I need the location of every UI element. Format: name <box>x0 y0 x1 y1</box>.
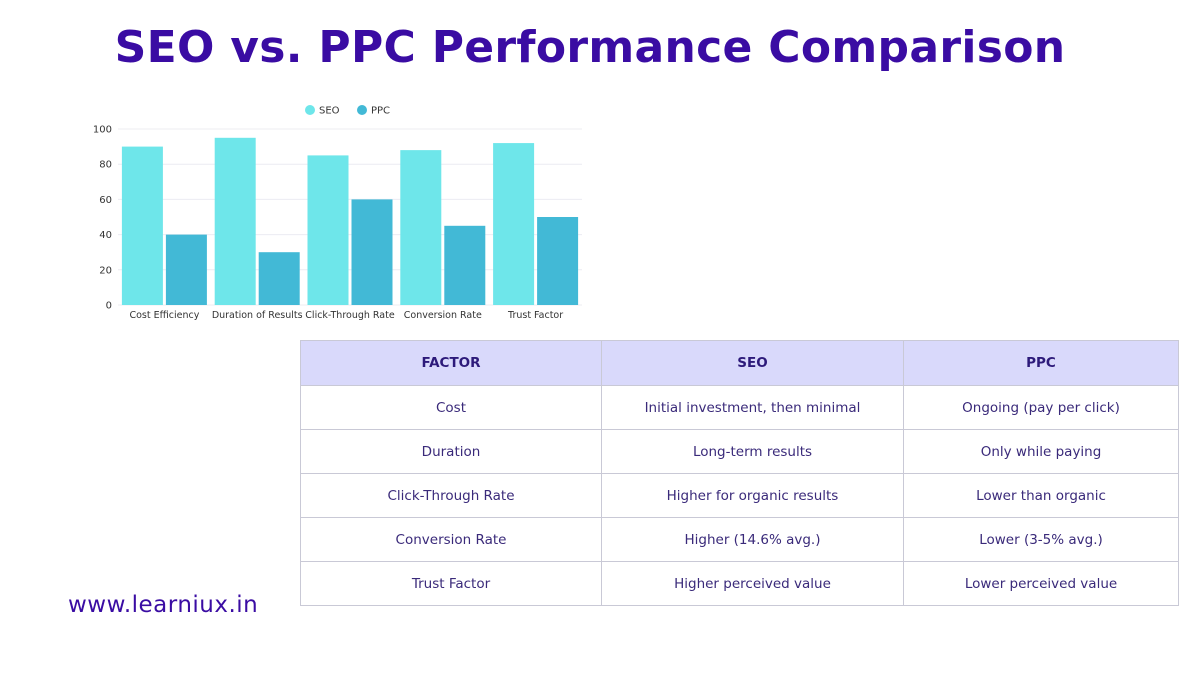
table-cell-seo: Higher for organic results <box>601 473 904 518</box>
bar-seo <box>307 155 349 305</box>
table-row: Trust Factor Higher perceived value Lowe… <box>300 561 1179 606</box>
x-tick-label: Click-Through Rate <box>305 310 395 321</box>
bar-ppc <box>165 234 207 305</box>
bar-seo <box>121 146 163 305</box>
bar-ppc <box>444 225 486 305</box>
table-row: Conversion Rate Higher (14.6% avg.) Lowe… <box>300 517 1179 562</box>
table-row: Click-Through Rate Higher for organic re… <box>300 473 1179 518</box>
bar-ppc <box>258 252 300 305</box>
y-tick-label: 20 <box>99 265 112 276</box>
table-cell-seo: Higher (14.6% avg.) <box>601 517 904 562</box>
y-tick-label: 40 <box>99 230 112 241</box>
legend-label: PPC <box>371 106 390 117</box>
table-cell-seo: Higher perceived value <box>601 561 904 606</box>
table-cell-seo: Long-term results <box>601 429 904 474</box>
bar-seo <box>493 143 535 305</box>
bar-seo <box>400 150 442 305</box>
comparison-table-container: FACTOR SEO PPC Cost Initial investment, … <box>300 340 1179 606</box>
table-cell-ppc: Lower perceived value <box>903 561 1179 606</box>
table-cell-ppc: Only while paying <box>903 429 1179 474</box>
table-cell-ppc: Lower (3-5% avg.) <box>903 517 1179 562</box>
x-tick-label: Trust Factor <box>507 310 563 321</box>
table-cell-seo: Initial investment, then minimal <box>601 385 904 430</box>
y-tick-label: 0 <box>106 301 112 312</box>
legend-swatch <box>357 105 367 115</box>
bar-chart: 0 20 40 60 80 100 Cost Efficiency Duration of R… <box>93 105 582 321</box>
footer-url: www.learniux.in <box>68 592 259 618</box>
table-cell-factor: Click-Through Rate <box>300 473 602 518</box>
bar-ppc <box>351 199 393 305</box>
header-seo: SEO <box>601 340 904 386</box>
table-row: Duration Long-term results Only while pa… <box>300 429 1179 474</box>
table-cell-ppc: Ongoing (pay per click) <box>903 385 1179 430</box>
bar-ppc <box>537 217 579 305</box>
comparison-table: FACTOR SEO PPC Cost Initial investment, … <box>300 340 1179 606</box>
y-tick-label: 60 <box>99 195 112 206</box>
header-ppc: PPC <box>903 340 1179 386</box>
table-cell-factor: Conversion Rate <box>300 517 602 562</box>
table-row: Cost Initial investment, then minimal On… <box>300 385 1179 430</box>
y-tick-label: 80 <box>99 160 112 171</box>
legend-label: SEO <box>319 106 340 117</box>
header-factor: FACTOR <box>300 340 602 386</box>
page-title: SEO vs. PPC Performance Comparison <box>114 22 1066 73</box>
legend-swatch <box>305 105 315 115</box>
table-cell-factor: Duration <box>300 429 602 474</box>
bar-seo <box>214 137 256 305</box>
table-cell-factor: Trust Factor <box>300 561 602 606</box>
x-tick-label: Cost Efficiency <box>129 310 199 321</box>
table-cell-factor: Cost <box>300 385 602 430</box>
x-tick-label: Duration of Results <box>212 310 303 321</box>
table-cell-ppc: Lower than organic <box>903 473 1179 518</box>
table-header-row: FACTOR SEO PPC <box>300 340 1179 386</box>
x-tick-label: Conversion Rate <box>404 310 482 321</box>
y-tick-label: 100 <box>93 125 112 136</box>
